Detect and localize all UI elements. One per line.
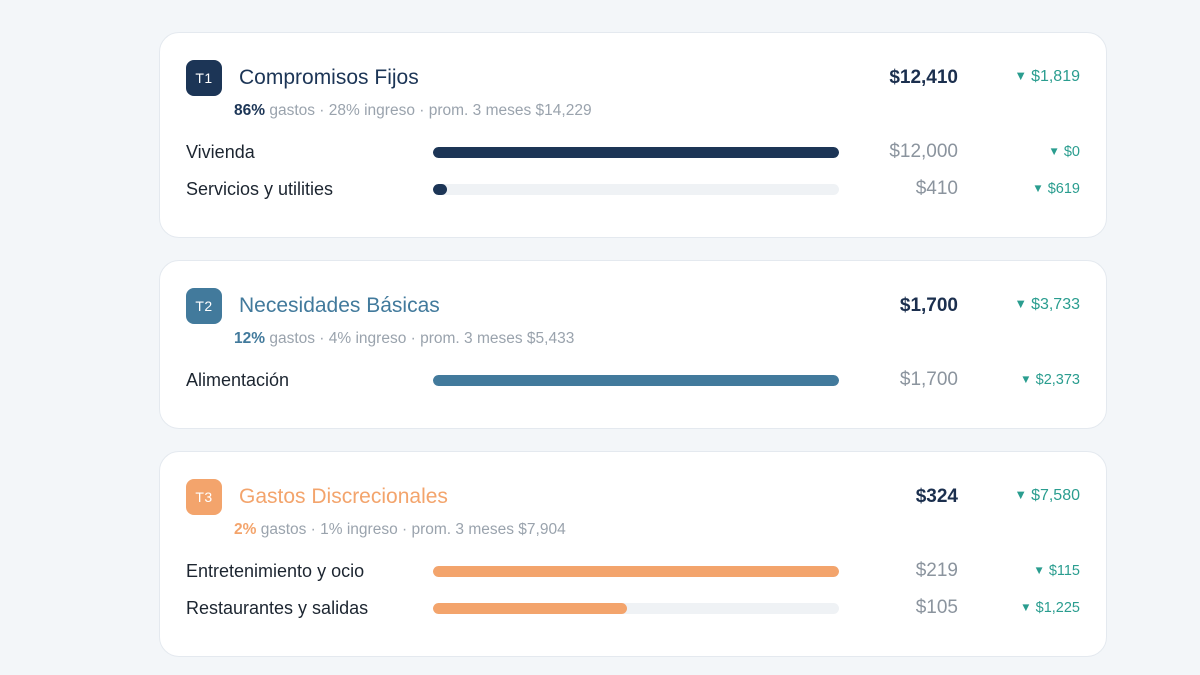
tier-meta-text: gastos · 4% ingreso · prom. 3 meses $5,4…: [265, 330, 575, 347]
down-triangle-icon: ▼: [1048, 145, 1060, 158]
category-progress-fill: [433, 375, 839, 386]
category-delta: ▼ $2,373: [1020, 370, 1080, 391]
category-progress-track: [433, 566, 839, 577]
down-triangle-icon: ▼: [1032, 182, 1044, 195]
tier-delta: ▼ $1,819: [1014, 66, 1080, 88]
tier-meta: 86% gastos · 28% ingreso · prom. 3 meses…: [234, 100, 592, 122]
down-triangle-icon: ▼: [1020, 373, 1032, 386]
category-delta: ▼ $0: [1048, 142, 1080, 163]
category-delta-value: $619: [1047, 181, 1080, 197]
category-progress-track: [433, 184, 839, 195]
tier-delta-value: $1,819: [1031, 68, 1080, 85]
down-triangle-icon: ▼: [1014, 487, 1028, 502]
category-progress-fill: [433, 147, 839, 158]
category-row[interactable]: Alimentación $1,700 ▼ $2,373: [160, 367, 1106, 393]
category-label: Entretenimiento y ocio: [186, 561, 365, 581]
tier-badge: T2: [186, 288, 222, 324]
category-delta-value: $115: [1048, 563, 1080, 579]
down-triangle-icon: ▼: [1014, 296, 1028, 311]
category-row[interactable]: Servicios y utilities $410 ▼ $619: [160, 176, 1106, 202]
down-triangle-icon: ▼: [1020, 601, 1032, 614]
category-label: Servicios y utilities: [186, 179, 334, 199]
tier-percent: 2%: [234, 521, 257, 538]
tier-total: $324: [915, 486, 958, 507]
tier-delta: ▼ $3,733: [1014, 294, 1080, 316]
category-amount: $219: [915, 560, 958, 581]
category-progress-track: [433, 147, 839, 158]
category-amount: $12,000: [889, 141, 958, 162]
tier-delta-value: $7,580: [1031, 487, 1080, 504]
down-triangle-icon: ▼: [1014, 68, 1028, 83]
tier-percent: 12%: [234, 330, 266, 347]
tier-card-t1: T1 Compromisos Fijos $12,410 ▼ $1,819 86%…: [159, 32, 1107, 238]
tier-meta-text: gastos · 28% ingreso · prom. 3 meses $14…: [265, 102, 592, 119]
category-amount: $105: [915, 597, 958, 618]
category-delta: ▼ $619: [1032, 179, 1080, 200]
category-amount: $410: [915, 178, 958, 199]
tier-title: Compromisos Fijos: [239, 66, 419, 89]
tier-badge: T3: [186, 479, 222, 515]
tier-header[interactable]: T2 Necesidades Básicas $1,700 ▼ $3,733 12…: [160, 261, 1106, 351]
category-row[interactable]: Restaurantes y salidas $105 ▼ $1,225: [160, 595, 1106, 621]
category-delta-value: $1,225: [1035, 600, 1080, 616]
tier-total: $1,700: [899, 295, 958, 316]
tier-header[interactable]: T1 Compromisos Fijos $12,410 ▼ $1,819 86%…: [160, 33, 1106, 123]
category-amount: $1,700: [899, 369, 958, 390]
tier-percent: 86%: [234, 102, 266, 119]
category-label: Vivienda: [186, 142, 255, 162]
tier-card-t3: T3 Gastos Discrecionales $324 ▼ $7,580 2%…: [159, 451, 1107, 657]
tier-delta: ▼ $7,580: [1014, 485, 1080, 507]
tier-header[interactable]: T3 Gastos Discrecionales $324 ▼ $7,580 2%…: [160, 452, 1106, 542]
category-progress-track: [433, 375, 839, 386]
tier-title: Necesidades Básicas: [239, 294, 440, 317]
category-progress-fill: [433, 566, 839, 577]
tier-title: Gastos Discrecionales: [239, 485, 448, 508]
category-delta: ▼ $115: [1033, 561, 1080, 582]
category-row[interactable]: Entretenimiento y ocio $219 ▼ $115: [160, 558, 1106, 584]
tier-delta-value: $3,733: [1031, 296, 1080, 313]
category-progress-fill: [433, 603, 628, 614]
down-triangle-icon: ▼: [1033, 564, 1045, 577]
category-delta: ▼ $1,225: [1020, 598, 1080, 619]
tier-total: $12,410: [889, 67, 958, 88]
tier-meta: 2% gastos · 1% ingreso · prom. 3 meses $…: [234, 519, 566, 541]
category-delta-value: $0: [1063, 144, 1080, 160]
category-delta-value: $2,373: [1035, 372, 1080, 388]
category-row[interactable]: Vivienda $12,000 ▼ $0: [160, 139, 1106, 165]
category-progress-track: [433, 603, 839, 614]
tier-meta: 12% gastos · 4% ingreso · prom. 3 meses …: [234, 328, 574, 350]
tier-card-t2: T2 Necesidades Básicas $1,700 ▼ $3,733 12…: [159, 260, 1107, 429]
tier-meta-text: gastos · 1% ingreso · prom. 3 meses $7,9…: [256, 521, 566, 538]
tier-badge: T1: [186, 60, 222, 96]
category-progress-fill: [433, 184, 447, 195]
category-label: Alimentación: [186, 370, 290, 390]
category-label: Restaurantes y salidas: [186, 598, 369, 618]
